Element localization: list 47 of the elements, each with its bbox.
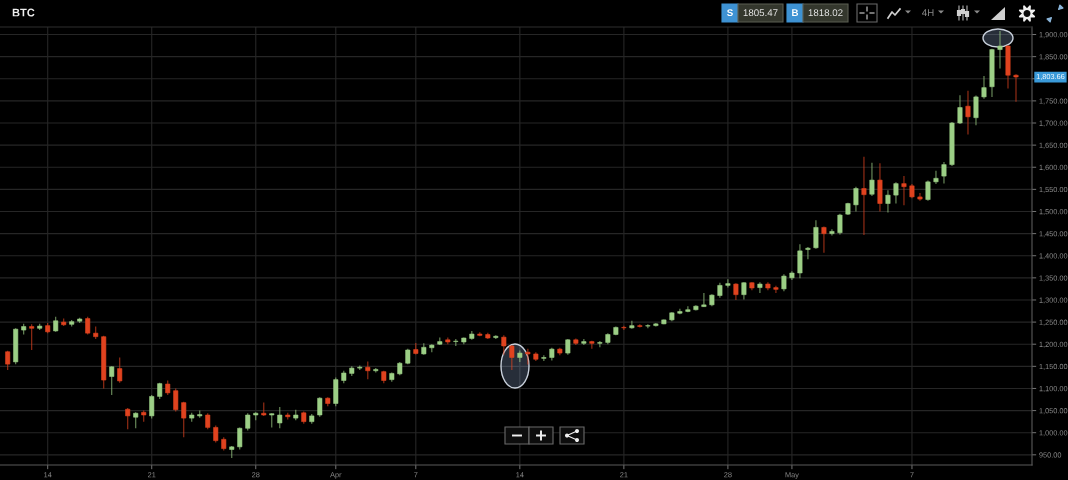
candlestick xyxy=(317,396,323,418)
candlestick xyxy=(109,365,115,396)
candlestick xyxy=(597,340,603,348)
candlestick xyxy=(941,161,947,185)
candlestick xyxy=(629,320,635,330)
candlestick xyxy=(149,394,155,420)
candlestick xyxy=(125,407,131,430)
candlestick xyxy=(277,406,283,429)
candlestick xyxy=(901,175,907,206)
candlestick xyxy=(973,95,979,126)
text: S xyxy=(727,9,733,17)
candlestick xyxy=(797,243,803,279)
candlestick xyxy=(893,181,899,205)
chart-title: BTC xyxy=(12,8,35,17)
candlestick xyxy=(805,246,811,260)
candlestick xyxy=(621,325,627,331)
text: 1818.02 xyxy=(808,9,843,17)
candlestick xyxy=(501,334,507,356)
candlestick xyxy=(509,344,515,371)
candlestick xyxy=(813,219,819,250)
candlestick xyxy=(725,278,731,289)
candlestick xyxy=(981,75,987,100)
candlestick xyxy=(1013,73,1019,103)
candlestick xyxy=(701,292,707,308)
candlestick xyxy=(869,162,875,197)
candlestick xyxy=(173,387,179,413)
candlestick xyxy=(821,225,827,254)
text: 4H xyxy=(922,9,934,17)
candlestick xyxy=(997,30,1003,70)
candlestick xyxy=(965,90,971,136)
candlestick xyxy=(117,356,123,384)
candlestick xyxy=(957,94,963,125)
text: B xyxy=(792,9,799,17)
candlestick xyxy=(757,281,763,294)
candlestick xyxy=(29,323,35,351)
candlestick xyxy=(237,426,243,451)
candlestick xyxy=(645,323,651,329)
candlestick xyxy=(877,162,883,213)
candlestick xyxy=(181,401,187,438)
candlestick xyxy=(885,189,891,213)
candlestick xyxy=(853,186,859,213)
candlestick xyxy=(589,340,595,350)
candlestick xyxy=(861,156,867,236)
candlestick xyxy=(333,376,339,407)
candlestick xyxy=(933,170,939,185)
candlestick xyxy=(773,285,779,294)
text: 1805.47 xyxy=(743,9,778,17)
